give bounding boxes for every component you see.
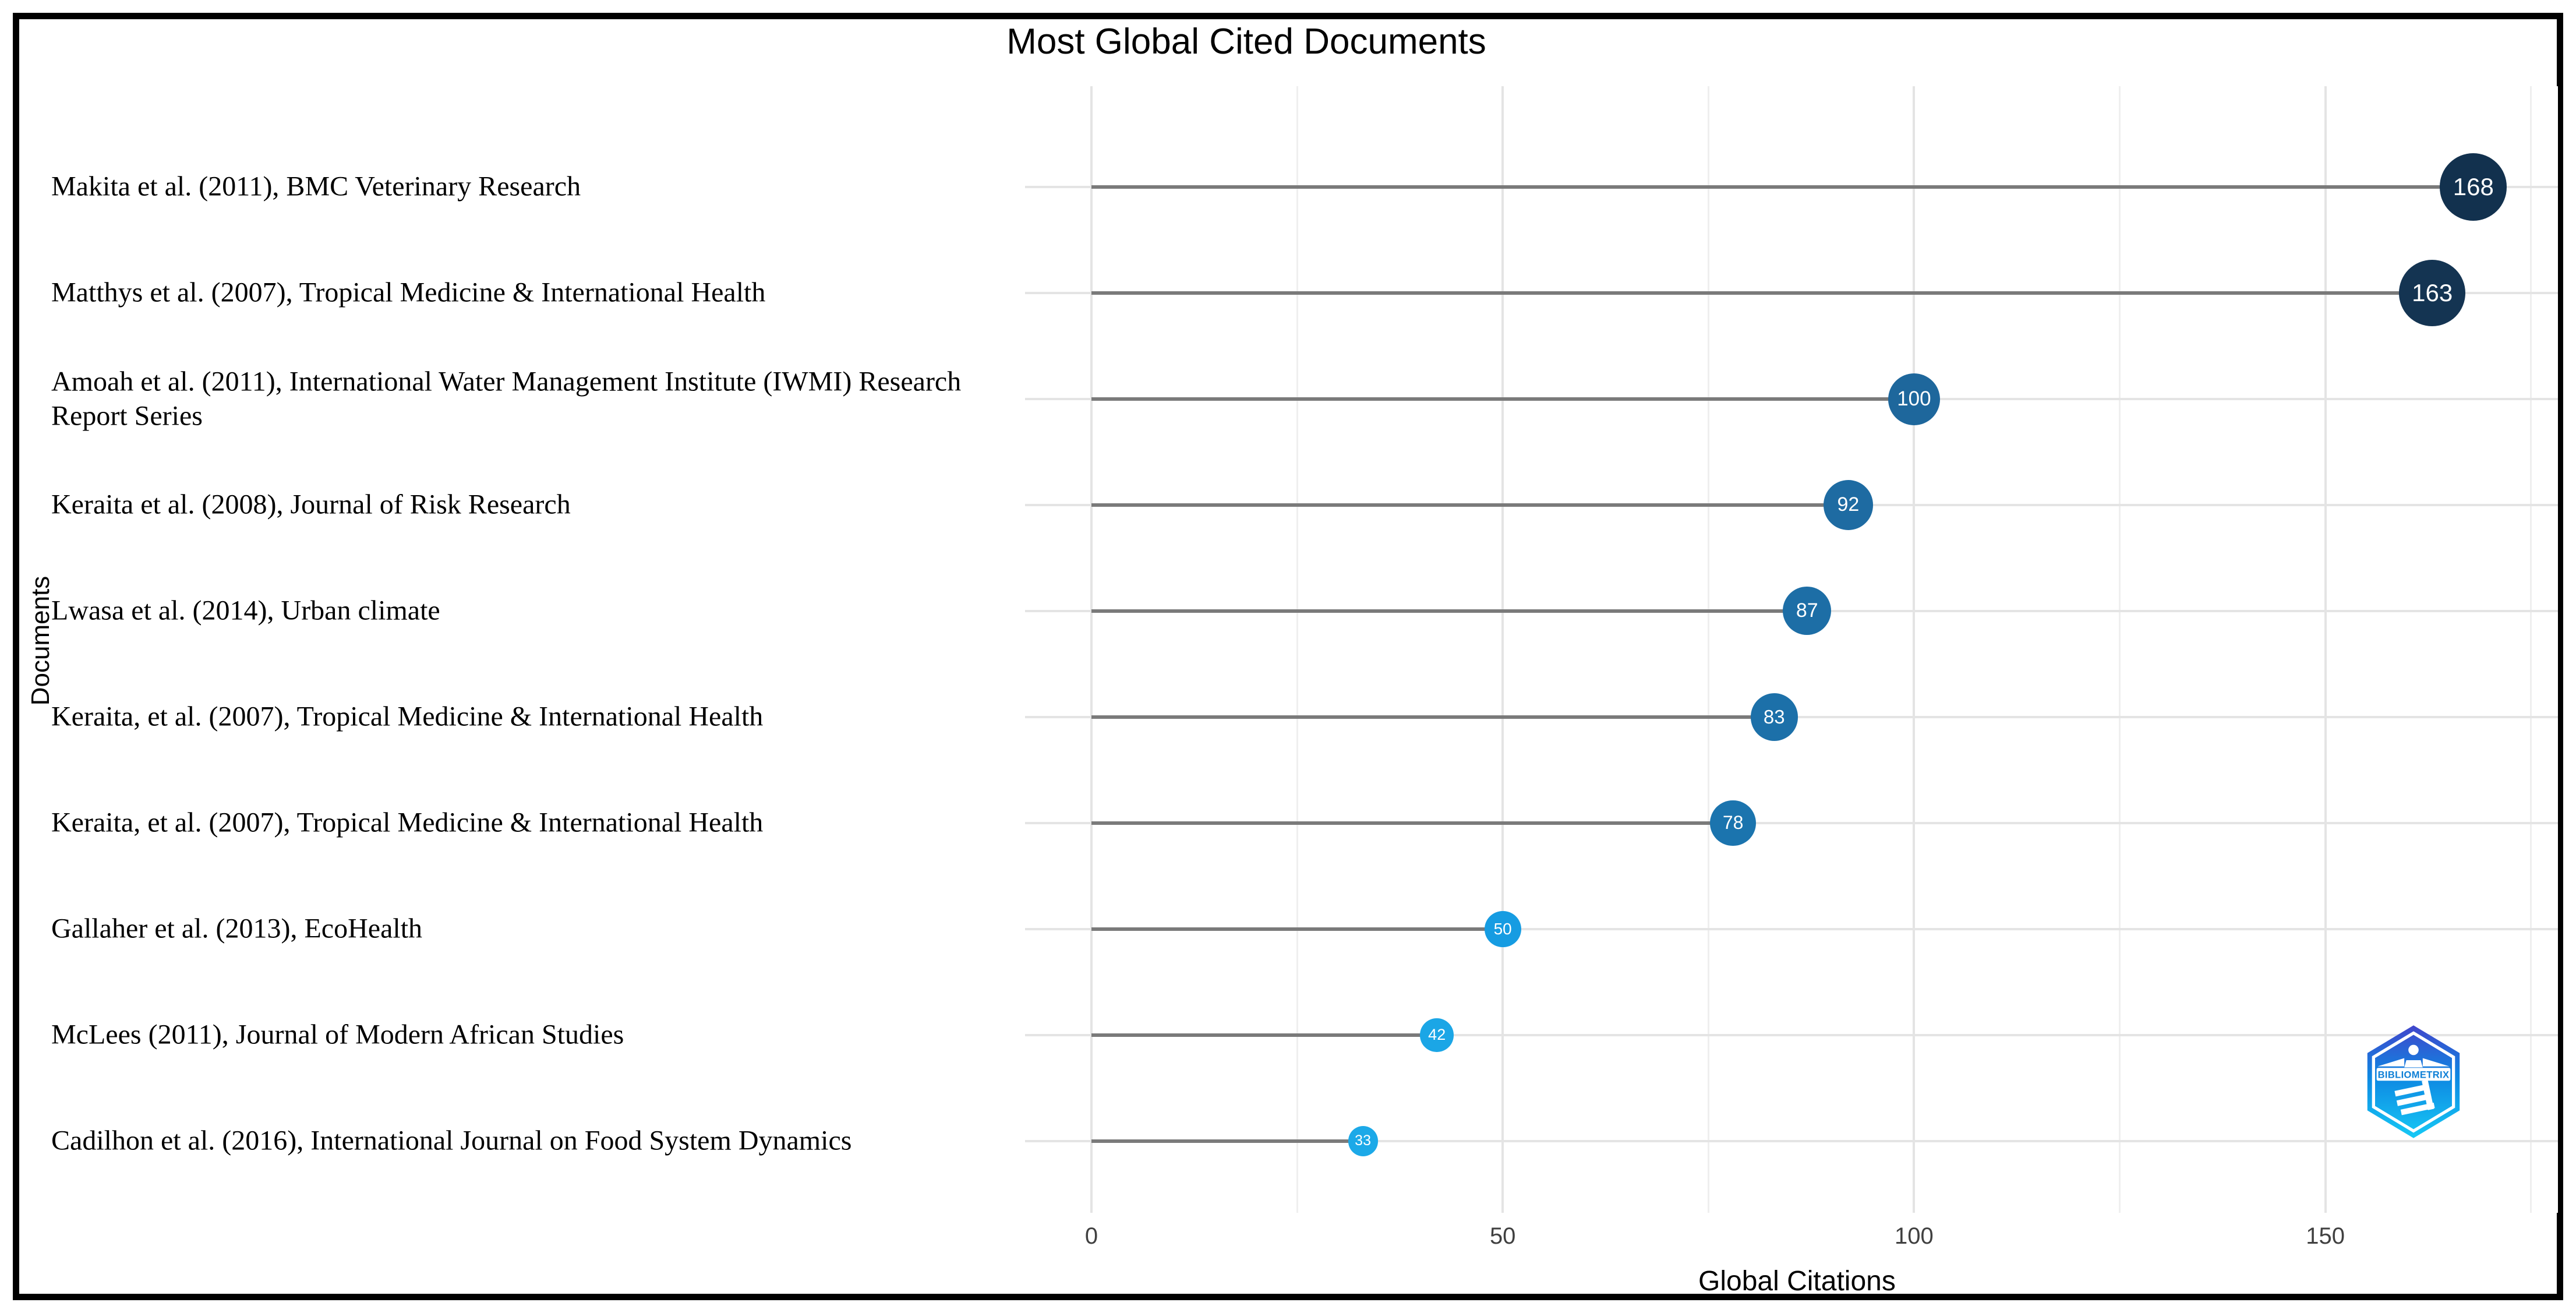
citation-value-label: 163: [2412, 278, 2453, 306]
x-major-gridline: [1501, 86, 1504, 1213]
document-label: Lwasa et al. (2014), Urban climate: [51, 595, 440, 626]
x-tick-label: 150: [2306, 1223, 2345, 1249]
y-gridline: [1025, 1140, 2558, 1142]
document-label: Matthys et al. (2007), Tropical Medicine…: [51, 277, 766, 308]
lollipop-stem: [1091, 291, 2433, 295]
x-tick-label: 0: [1084, 1223, 1098, 1249]
x-tick-label: 50: [1489, 1223, 1516, 1249]
image-border-frame: [13, 13, 2563, 1300]
citation-value-label: 33: [1355, 1132, 1371, 1149]
citation-value-label: 83: [1763, 705, 1785, 728]
document-label: Keraita et al. (2008), Journal of Risk R…: [51, 489, 571, 520]
lollipop-stem: [1091, 821, 1733, 825]
citation-value-label: 100: [1897, 387, 1931, 410]
lollipop-stem: [1091, 185, 2473, 189]
lollipop-stem: [1091, 1033, 1437, 1037]
lollipop-stem: [1091, 1139, 1363, 1143]
x-axis-title: Global Citations: [1698, 1266, 1896, 1297]
x-major-gridline: [1090, 86, 1093, 1213]
citation-dot[interactable]: 87: [1783, 587, 1832, 636]
document-label: Keraita, et al. (2007), Tropical Medicin…: [51, 807, 764, 838]
logo-hexagon: [2367, 1025, 2460, 1138]
lollipop-stem: [1091, 927, 1503, 931]
lollipop-stem: [1091, 503, 1849, 507]
y-gridline: [1025, 1034, 2558, 1036]
citation-dot[interactable]: 92: [1823, 480, 1874, 530]
lollipop-stem: [1091, 609, 1807, 613]
citation-value-label: 87: [1796, 599, 1818, 622]
citation-dot[interactable]: 42: [1420, 1018, 1454, 1052]
bibliometrix-logo: BIBLIOMETRIX: [2367, 1025, 2460, 1138]
y-axis-title: Documents: [26, 576, 55, 706]
document-label: Gallaher et al. (2013), EcoHealth: [51, 913, 423, 944]
document-label: Keraita, et al. (2007), Tropical Medicin…: [51, 701, 764, 732]
citation-dot[interactable]: 163: [2399, 260, 2466, 326]
y-gridline: [1025, 928, 2558, 930]
logo-wordmark: BIBLIOMETRIX: [2378, 1069, 2450, 1080]
lollipop-stem: [1091, 715, 1775, 719]
document-label: McLees (2011), Journal of Modern African…: [51, 1019, 624, 1050]
citation-dot[interactable]: 100: [1888, 373, 1940, 425]
citation-dot[interactable]: 33: [1348, 1126, 1378, 1156]
citation-value-label: 168: [2453, 172, 2494, 200]
document-label: Cadilhon et al. (2016), International Jo…: [51, 1125, 852, 1156]
citation-value-label: 42: [1428, 1026, 1446, 1044]
x-tick-label: 100: [1895, 1223, 1934, 1249]
y-gridline: [1025, 822, 2558, 824]
citation-dot[interactable]: 83: [1750, 693, 1798, 741]
chart-title: Most Global Cited Documents: [1006, 22, 1486, 62]
citation-dot[interactable]: 50: [1484, 910, 1521, 948]
citation-value-label: 50: [1493, 919, 1512, 938]
lollipop-stem: [1091, 397, 1914, 401]
logo-lighthouse-stripes: [2394, 1079, 2435, 1116]
x-major-gridline: [1913, 86, 1916, 1213]
x-minor-gridline: [2530, 86, 2532, 1213]
citation-dot[interactable]: 78: [1710, 800, 1756, 846]
x-minor-gridline: [1707, 86, 1709, 1213]
citation-value-label: 78: [1722, 812, 1744, 834]
document-label: Amoah et al. (2011), International Water…: [51, 366, 962, 431]
x-minor-gridline: [2119, 86, 2121, 1213]
logo-lighthouse-dome: [2408, 1044, 2419, 1056]
x-minor-gridline: [1296, 86, 1298, 1213]
citation-value-label: 92: [1837, 493, 1860, 516]
document-label: Makita et al. (2011), BMC Veterinary Res…: [51, 171, 581, 202]
citation-dot[interactable]: 168: [2440, 153, 2507, 221]
x-major-gridline: [2324, 86, 2327, 1213]
